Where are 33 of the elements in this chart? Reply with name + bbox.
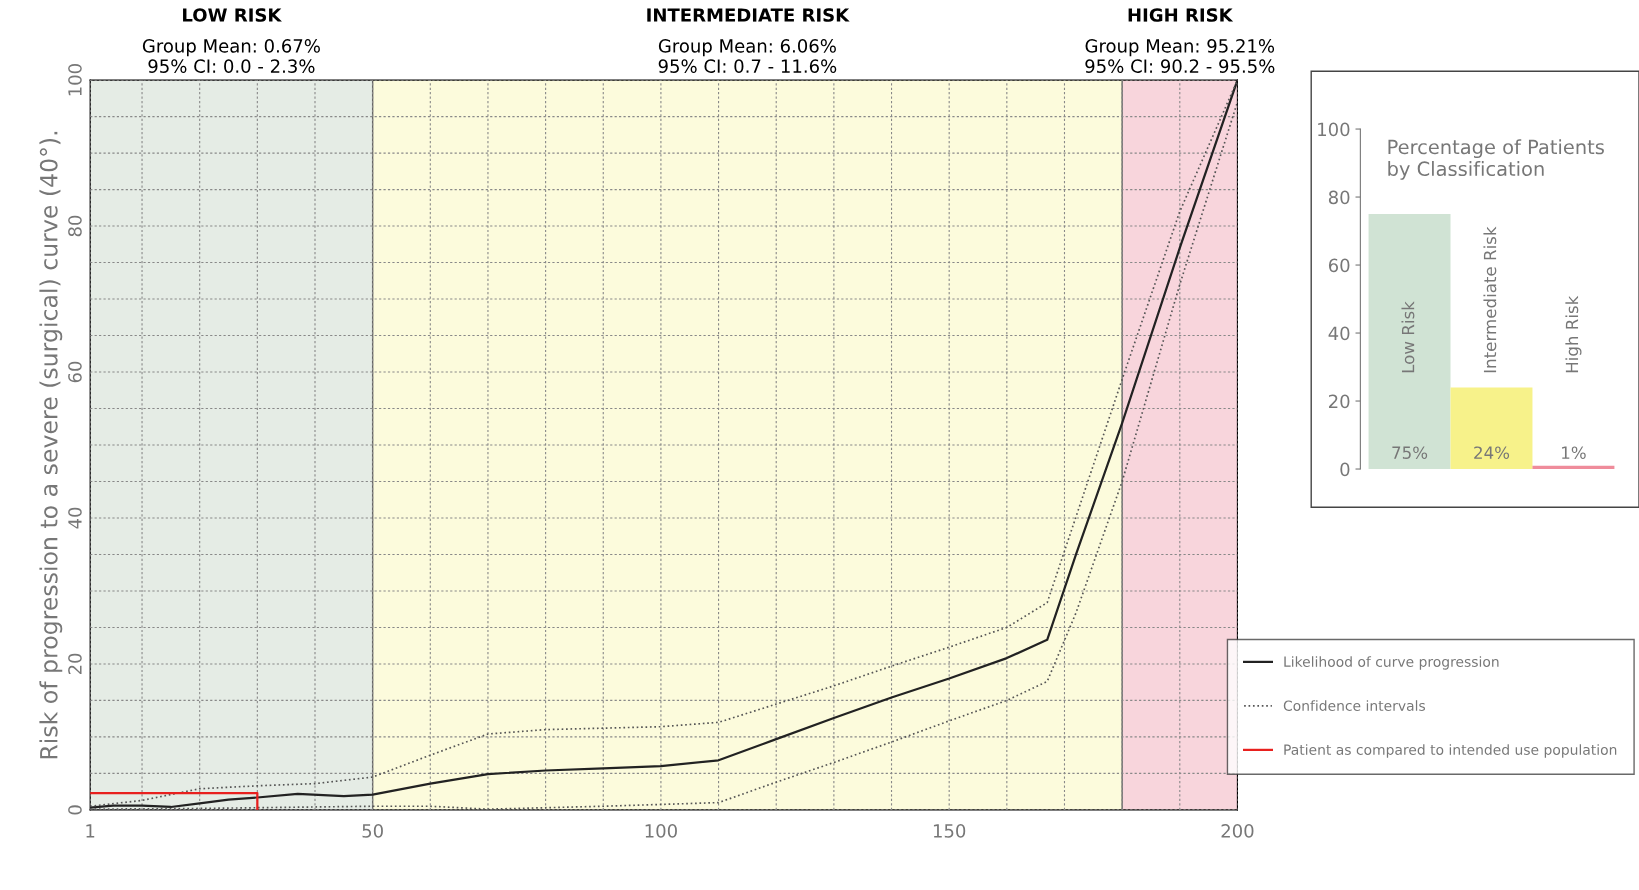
x-tick-label: 200 [1221,824,1254,838]
legend-label: Patient as compared to intended use population [1284,744,1617,758]
y-axis-title: Risk of progression to a severe (surgical) curve (40°). [39,131,63,759]
band-label: HIGH RISK Group Mean: 95.21% 95% CI: 90.2 - 95.5% [1085,8,1275,73]
y-tick-label: 100 [1318,122,1350,137]
y-tick-label: 20 [1329,394,1350,409]
legend-label: Likelihood of curve progression [1284,656,1499,670]
band-label: LOW RISK Group Mean: 0.67% 95% CI: 0.0 - 2.3% [142,8,320,73]
y-tick-label: 40 [1328,326,1350,341]
band-label: INTERMEDIATE RISK Group Mean: 6.06% 95% CI: 0.7 - 11.6% [647,8,850,73]
x-tick-label: High Risk [1565,295,1582,373]
y-tick-label: 60 [1328,258,1350,273]
x-tick-label: 150 [933,824,966,838]
text: Percentage of Patients by Classification [1388,139,1604,180]
x-tick-label: Low Risk [1401,301,1415,373]
y-tick-label: 0 [1340,462,1350,477]
y-tick-label: 80 [1328,190,1350,205]
x-tick-label: 1 [86,824,95,838]
y-tick-label: 100 [68,64,82,96]
y-tick-label: 20 [68,653,82,675]
y-tick-label: 0 [68,805,82,815]
x-tick-label: 100 [645,824,677,838]
y-tick-label: 60 [68,361,82,383]
data-label: 1% [1562,446,1586,459]
x-tick-label: Intermediate Risk [1483,226,1497,373]
data-label: 24% [1474,446,1510,459]
bar [1368,214,1451,470]
y-tick-label: 40 [68,507,82,529]
legend-label: Confidence intervals [1283,700,1426,711]
x-tick-label: 50 [362,824,383,838]
y-tick-label: 80 [68,215,82,237]
data-label: 75% [1392,446,1428,459]
bar [1450,387,1533,470]
